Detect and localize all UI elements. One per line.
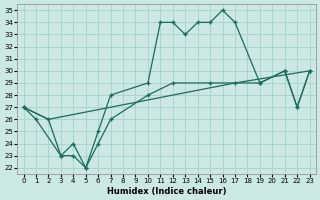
X-axis label: Humidex (Indice chaleur): Humidex (Indice chaleur) <box>107 187 226 196</box>
